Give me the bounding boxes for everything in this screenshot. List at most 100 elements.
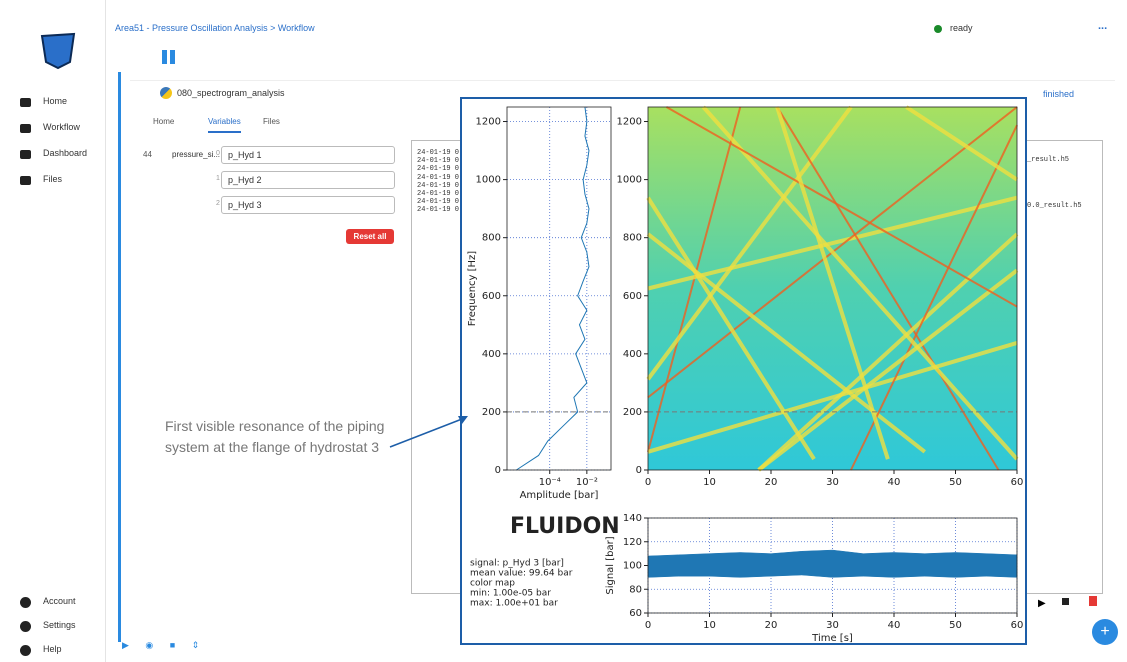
y-tick-label: 1200 (617, 117, 642, 128)
y-tick-label: 800 (623, 233, 642, 244)
log-line: 24-01-19 0 (417, 206, 459, 214)
y-tick-label: 140 (623, 513, 642, 524)
run-button[interactable]: ▶ (1038, 598, 1046, 609)
y-tick-label: 1000 (476, 175, 501, 186)
item-index: 1 (216, 175, 220, 182)
nav-item[interactable]: Account (43, 596, 76, 606)
x-tick-label: 10 (703, 477, 716, 488)
breadcrumb: Area51 - Pressure Oscillation Analysis >… (115, 23, 315, 33)
y-tick-label: 400 (482, 349, 501, 360)
x-tick-label: 0 (645, 477, 651, 488)
logo-icon (38, 30, 78, 70)
x-tick-label: 10 (703, 620, 716, 631)
x-tick-label: 50 (949, 477, 962, 488)
log-line: 24-01-19 0 (417, 198, 459, 206)
input[interactable]: p_Hyd 2 (221, 171, 395, 189)
info-line: min: 1.00e-05 bar (470, 589, 551, 599)
delete-button[interactable] (1089, 596, 1097, 606)
amplitude-line (516, 107, 589, 470)
nav-item[interactable]: Dashboard (43, 148, 87, 158)
log-line: 24-01-19 0 (417, 157, 459, 165)
log-line: 24-01-19 0 (417, 182, 459, 190)
info-line: signal: p_Hyd 3 [bar] (470, 559, 564, 569)
y-tick-label: 60 (629, 608, 642, 619)
bottom-controls[interactable]: ▶ ◉ ■ ⇕ (122, 640, 199, 651)
y-tick-label: 600 (482, 291, 501, 302)
input[interactable]: p_Hyd 1 (221, 146, 395, 164)
file-name: 0.0_result.h5 (1027, 202, 1082, 210)
x-tick-label: 10⁻² (576, 477, 598, 488)
y-axis-label: Signal [bar] (605, 536, 616, 594)
nav-icon[interactable] (20, 176, 31, 185)
nav-icon[interactable] (20, 150, 31, 159)
info-line: color map (470, 579, 515, 589)
log-line: 24-01-19 0 (417, 165, 459, 173)
plot-frame (507, 107, 611, 470)
info-line: max: 1.00e+01 bar (470, 599, 558, 609)
y-tick-label: 400 (623, 349, 642, 360)
x-axis-label: Time [s] (811, 633, 853, 644)
x-axis-label: Amplitude [bar] (520, 490, 599, 501)
nav-icon[interactable] (20, 621, 31, 632)
y-tick-label: 80 (629, 584, 642, 595)
x-tick-label: 20 (765, 477, 778, 488)
x-tick-label: 10⁻⁴ (539, 477, 561, 488)
y-tick-label: 200 (482, 407, 501, 418)
y-tick-label: 100 (623, 561, 642, 572)
node-name: 080_spectrogram_analysis (177, 88, 285, 98)
tab[interactable]: Home (153, 117, 174, 131)
reset-button[interactable]: Reset all (346, 229, 394, 244)
x-tick-label: 40 (888, 477, 901, 488)
x-tick-label: 20 (765, 620, 778, 631)
x-tick-label: 60 (1011, 620, 1024, 631)
x-tick-label: 30 (826, 620, 839, 631)
nav-icon[interactable] (20, 124, 31, 133)
stop-button[interactable] (1062, 598, 1069, 605)
pause-icon[interactable] (162, 50, 167, 64)
y-axis-label: Frequency [Hz] (467, 251, 478, 327)
nav-item[interactable]: Settings (43, 620, 76, 630)
file-name: _result.h5 (1027, 156, 1069, 164)
annotation: First visible resonance of the piping sy… (165, 416, 395, 458)
y-tick-label: 0 (636, 465, 642, 476)
item-index: 2 (216, 200, 220, 207)
tab[interactable]: Variables (208, 117, 241, 133)
x-tick-label: 30 (826, 477, 839, 488)
nav-icon[interactable] (20, 597, 31, 608)
item-index: 0 (216, 150, 220, 157)
info-line: mean value: 99.64 bar (470, 569, 573, 579)
nav-item[interactable]: Help (43, 644, 62, 654)
nav-icon[interactable] (20, 645, 31, 656)
nav-item[interactable]: Home (43, 96, 67, 106)
y-tick-label: 600 (623, 291, 642, 302)
nav-item[interactable]: Files (43, 174, 62, 184)
x-tick-label: 0 (645, 620, 651, 631)
variable-index: 44 (143, 150, 152, 159)
y-tick-label: 120 (623, 537, 642, 548)
y-tick-label: 800 (482, 233, 501, 244)
y-tick-label: 200 (623, 407, 642, 418)
more-button[interactable]: ... (1098, 20, 1107, 32)
y-tick-label: 1000 (617, 175, 642, 186)
y-tick-label: 0 (495, 465, 501, 476)
status-dot (934, 25, 942, 33)
log-line: 24-01-19 0 (417, 174, 459, 182)
page: {"app":{"breadcrumb":"Area51 - Pressure … (0, 0, 1127, 662)
figure: FLUIDON signal: p_Hyd 3 [bar]mean value:… (460, 97, 1027, 645)
x-tick-label: 50 (949, 620, 962, 631)
tab[interactable]: Files (263, 117, 280, 131)
x-tick-label: 60 (1011, 477, 1024, 488)
signal-band (648, 550, 1017, 577)
log-line: 24-01-19 0 (417, 190, 459, 198)
nav-item[interactable]: Workflow (43, 122, 80, 132)
x-tick-label: 40 (888, 620, 901, 631)
input[interactable]: p_Hyd 3 (221, 196, 395, 214)
nav-icon[interactable] (20, 98, 31, 107)
y-tick-label: 1200 (476, 117, 501, 128)
add-button[interactable]: + (1092, 619, 1118, 645)
fluidon-logo: FLUIDON (510, 514, 620, 539)
node-state: finished (1043, 89, 1074, 99)
log-line: 24-01-19 0 (417, 149, 459, 157)
status: ready (950, 23, 973, 33)
python-icon (160, 87, 172, 99)
